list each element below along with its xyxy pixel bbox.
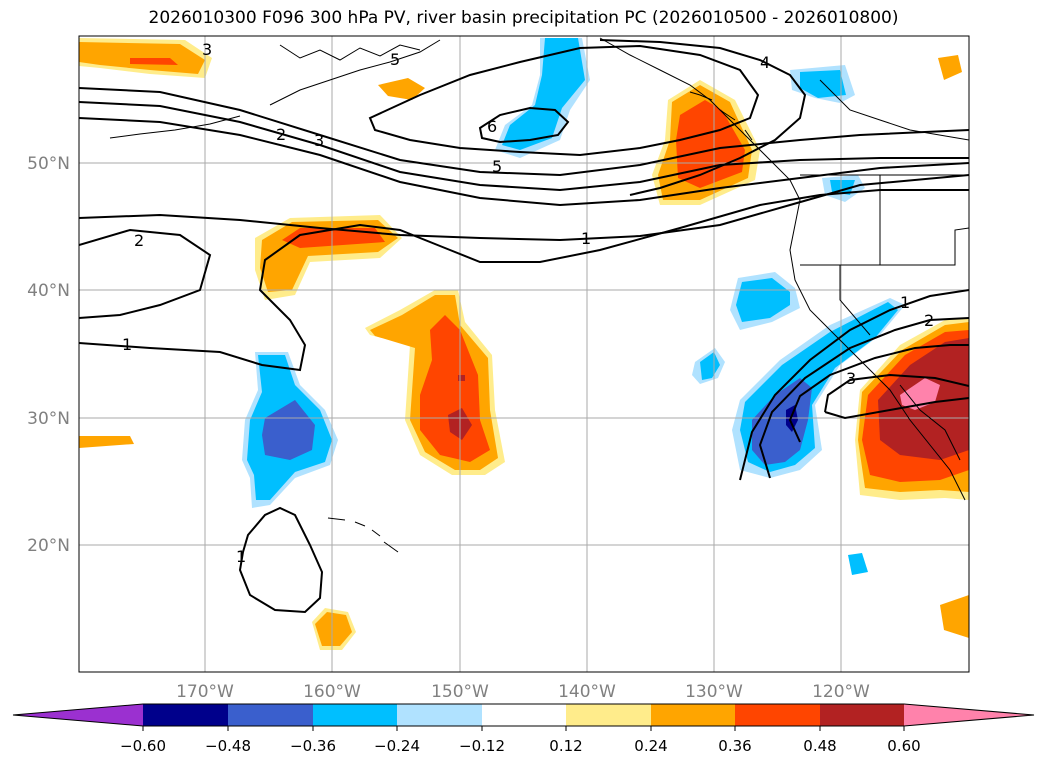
colorbar-segment bbox=[820, 704, 904, 726]
colorbar-extend-high bbox=[904, 704, 1034, 726]
lat-label: 40°N bbox=[27, 281, 70, 301]
contour-label: 5 bbox=[492, 157, 502, 176]
lat-label: 20°N bbox=[27, 536, 70, 556]
colorbar-segment bbox=[397, 704, 482, 726]
colorbar: −0.60 −0.48 −0.36 −0.24 −0.12 0.12 0.24 … bbox=[12, 703, 1035, 755]
coastlines bbox=[109, 37, 969, 553]
contour-label: 3 bbox=[314, 131, 324, 150]
map-frame bbox=[78, 35, 970, 673]
precip-blob-gulf-alaska bbox=[495, 38, 590, 158]
contour-label: 2 bbox=[924, 311, 934, 330]
lon-label: 170°W bbox=[176, 682, 234, 702]
colorbar-tick-label: 0.24 bbox=[634, 737, 667, 755]
precip-blob-south-cyan bbox=[848, 553, 868, 575]
precip-blob-alaska bbox=[378, 78, 425, 100]
colorbar-tick-label: −0.24 bbox=[374, 737, 420, 755]
pv-contours bbox=[79, 39, 969, 614]
colorbar-tick-label: −0.36 bbox=[290, 737, 336, 755]
colorbar-segment bbox=[651, 704, 735, 726]
colorbar-tick-label: −0.48 bbox=[205, 737, 251, 755]
contour-label: 3 bbox=[846, 369, 856, 388]
colorbar-tick-label: 0.36 bbox=[718, 737, 751, 755]
lat-label: 30°N bbox=[27, 409, 70, 429]
contour-labels: 3 5 2 3 6 5 4 1 2 1 1 2 3 1 bbox=[122, 40, 934, 566]
precip-blob-northwest-us bbox=[790, 65, 865, 202]
lon-label: 120°W bbox=[812, 682, 870, 702]
lon-label: 140°W bbox=[558, 682, 616, 702]
colorbar-tick-label: 0.48 bbox=[803, 737, 836, 755]
colorbar-segment bbox=[566, 704, 651, 726]
lon-label: 160°W bbox=[303, 682, 361, 702]
contour-label: 2 bbox=[276, 125, 286, 144]
contour-label: 1 bbox=[900, 293, 910, 312]
contour-label: 1 bbox=[122, 335, 132, 354]
contour-label: 1 bbox=[581, 229, 591, 248]
precip-blob-top-right bbox=[938, 55, 962, 80]
contour-label: 6 bbox=[487, 117, 497, 136]
colorbar-segment bbox=[228, 704, 313, 726]
lon-label: 150°W bbox=[431, 682, 489, 702]
colorbar-tick-label: 0.12 bbox=[549, 737, 582, 755]
precip-blob-mexico bbox=[855, 318, 969, 500]
contour-label: 1 bbox=[236, 547, 246, 566]
precip-blob-top-left bbox=[79, 38, 212, 78]
colorbar-segment bbox=[313, 704, 397, 726]
contour-label: 4 bbox=[760, 53, 770, 72]
precip-blob-central-pacific bbox=[365, 290, 505, 475]
lon-label: 130°W bbox=[685, 682, 743, 702]
colorbar-tick-label: −0.60 bbox=[120, 737, 166, 755]
colorbar-tick-label: 0.60 bbox=[887, 737, 920, 755]
contour-label: 5 bbox=[390, 50, 400, 69]
colorbar-segment bbox=[735, 704, 820, 726]
lat-label: 50°N bbox=[27, 154, 70, 174]
map-title: 2026010300 F096 300 hPa PV, river basin … bbox=[148, 8, 899, 28]
lon-labels: 170°W 160°W 150°W 140°W 130°W 120°W bbox=[176, 682, 870, 702]
contour-label: 3 bbox=[202, 40, 212, 59]
contour-label: 2 bbox=[134, 231, 144, 250]
colorbar-tick-label: −0.12 bbox=[459, 737, 505, 755]
precip-blob-far-west bbox=[79, 436, 134, 448]
precip-shading bbox=[79, 38, 969, 650]
precip-blob-california-offshore bbox=[692, 272, 800, 384]
colorbar-extend-low bbox=[13, 704, 143, 726]
colorbar-segment bbox=[143, 704, 228, 726]
precip-blob-south-orange bbox=[940, 595, 969, 638]
precip-blob-west-pacific bbox=[242, 352, 338, 508]
colorbar-segment bbox=[482, 704, 566, 726]
lat-labels: 50°N 40°N 30°N 20°N bbox=[27, 154, 70, 556]
